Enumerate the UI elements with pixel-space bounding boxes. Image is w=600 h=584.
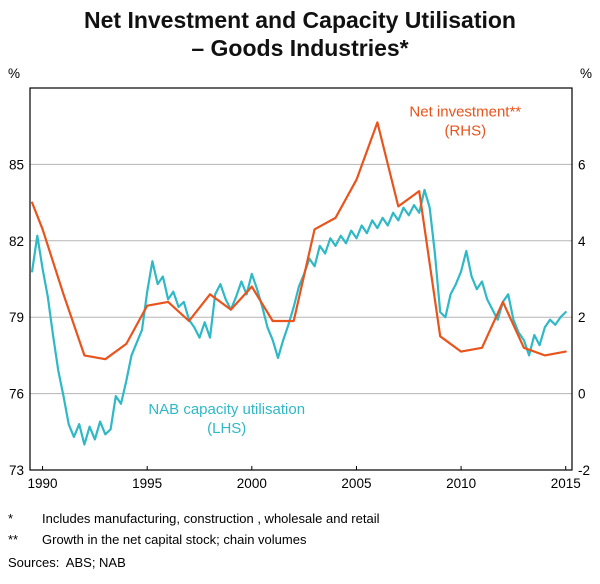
- x-tick-label: 2005: [341, 476, 371, 491]
- x-tick-label: 1995: [132, 476, 162, 491]
- right-tick-label: 0: [578, 387, 586, 402]
- series-label-capacity_utilisation-sub: (LHS): [207, 420, 246, 437]
- left-tick-label: 79: [9, 310, 24, 325]
- left-axis-unit-label: %: [8, 66, 20, 81]
- footnote-2-marker: **: [8, 532, 19, 548]
- series-line-capacity_utilisation: [31, 188, 567, 446]
- right-tick-label: 6: [578, 157, 586, 172]
- x-tick-label: 1990: [28, 476, 58, 491]
- footnote-1-text: Includes manufacturing, construction , w…: [42, 511, 380, 526]
- x-tick-label: 2015: [551, 476, 581, 491]
- chart-title-line2: – Goods Industries*: [191, 35, 409, 61]
- footnote-2: ** Growth in the net capital stock; chai…: [8, 529, 590, 550]
- series-label-capacity_utilisation: NAB capacity utilisation: [148, 401, 305, 418]
- sources-line: Sources: ABS; NAB: [8, 554, 126, 570]
- right-tick-label: 2: [578, 310, 586, 325]
- series-label-net_investment: Net investment**: [409, 104, 521, 121]
- right-axis-unit-label: %: [580, 66, 592, 81]
- footnote-1-marker: *: [8, 511, 14, 526]
- plot-frame: [29, 87, 573, 471]
- left-tick-label: 82: [9, 234, 24, 249]
- x-tick-label: 2000: [237, 476, 267, 491]
- series-label-net_investment-sub: (RHS): [444, 123, 486, 140]
- footnotes: * Includes manufacturing, construction ,…: [0, 502, 600, 570]
- left-tick-label: 73: [9, 463, 24, 478]
- left-tick-label: 76: [9, 387, 24, 402]
- series-line-net_investment: [31, 121, 567, 361]
- footnote-2-text: Growth in the net capital stock; chain v…: [42, 532, 307, 548]
- chart-title-line1: Net Investment and Capacity Utilisation: [84, 7, 516, 33]
- footnote-1: * Includes manufacturing, construction ,…: [8, 508, 590, 529]
- chart-title: Net Investment and Capacity Utilisation …: [0, 0, 600, 62]
- chart-canvas: 1990 1995 2000 2005 2010 2015 73 76 79 82 85 -2 0 2 4 6…: [8, 66, 592, 491]
- left-tick-label: 85: [9, 157, 24, 172]
- right-tick-label: -2: [578, 463, 590, 478]
- right-tick-label: 4: [578, 234, 586, 249]
- x-tick-label: 2010: [446, 476, 476, 491]
